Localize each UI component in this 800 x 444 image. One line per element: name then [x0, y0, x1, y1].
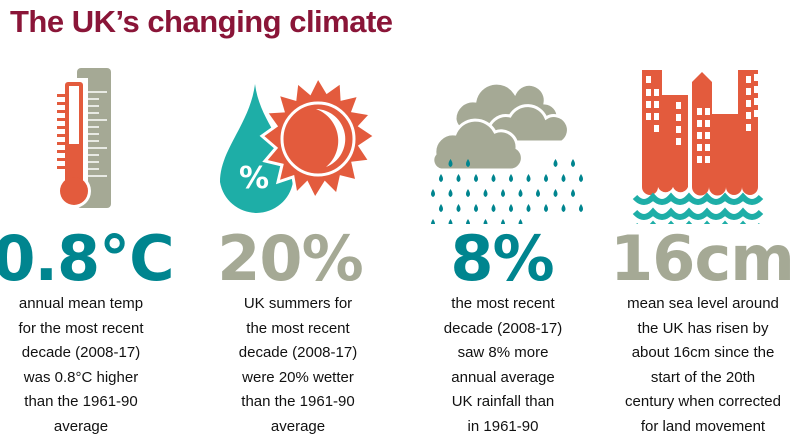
desc-line: was 0.8°C higher	[23, 368, 139, 386]
raindrop	[431, 219, 435, 224]
stat-description: the most recent decade (2008-17) saw 8% …	[403, 292, 603, 439]
raindrop	[466, 219, 470, 224]
raindrop	[456, 174, 461, 182]
page-title: The UK’s changing climate	[10, 4, 393, 39]
desc-line: than the 1961-90	[241, 393, 355, 410]
percent-glyph: %	[239, 161, 269, 196]
raindrop	[491, 204, 496, 212]
raindrop	[544, 174, 548, 182]
raindrop	[466, 159, 470, 167]
desc-line: start of the 20th	[650, 368, 756, 386]
desc-line: the UK has risen by	[637, 319, 769, 337]
raindrop	[544, 204, 548, 212]
desc-line: mean sea level around	[627, 295, 779, 312]
raindrop	[431, 189, 435, 197]
raindrop	[483, 189, 488, 197]
stat-value: 8%	[450, 222, 554, 295]
raindrop	[518, 219, 523, 224]
stat-description: mean sea level around the UK has risen b…	[603, 292, 800, 439]
stat-value: 16cm	[610, 222, 795, 295]
desc-line: for land movement	[640, 417, 766, 435]
desc-line: in 1961-90	[467, 417, 539, 435]
desc-line: about 16cm since the	[631, 344, 775, 361]
desc-line: for the most recent	[18, 319, 144, 337]
flooded-city-icon	[632, 70, 764, 224]
raindrop	[466, 189, 470, 197]
raindrop	[474, 174, 478, 182]
raindrop	[448, 189, 453, 197]
desc-line: saw 8% more	[457, 344, 549, 361]
raindrop	[536, 189, 540, 197]
raindrop	[571, 159, 575, 167]
desc-line: annual average	[451, 368, 555, 386]
desc-line: than the 1961-90	[24, 393, 138, 410]
desc-line: were 20% wetter	[242, 368, 354, 386]
desc-line: decade (2008-17)	[238, 344, 358, 361]
raindrop	[553, 159, 558, 167]
raindrop	[483, 219, 488, 224]
desc-line: UK summers for	[243, 295, 353, 312]
raindrop	[439, 204, 443, 212]
raindrop	[579, 174, 583, 182]
desc-line: UK rainfall than	[451, 393, 555, 410]
desc-line: decade (2008-17)	[443, 319, 563, 337]
raindrop	[571, 189, 575, 197]
raindrop	[526, 174, 531, 182]
stat-description: annual mean temp for the most recent dec…	[0, 292, 181, 439]
desc-line: century when corrected	[625, 393, 781, 410]
raindrop	[561, 204, 566, 212]
raindrop	[509, 174, 513, 182]
raindrop	[501, 189, 505, 197]
raindrop	[456, 204, 461, 212]
stat-value: 20%	[217, 222, 363, 295]
raindrop	[579, 204, 583, 212]
stat-value: 0.8°C	[0, 222, 175, 295]
rain-clouds-icon	[431, 81, 583, 224]
desc-line: annual mean temp	[18, 295, 144, 312]
waves	[632, 192, 764, 224]
raindrop	[509, 204, 513, 212]
raindrop	[448, 159, 453, 167]
raindrop	[491, 174, 496, 182]
thermometer-icon	[57, 68, 111, 208]
raindrop	[448, 219, 453, 224]
raindrop	[553, 189, 558, 197]
desc-line: the most recent	[246, 319, 350, 337]
raindrop	[474, 204, 478, 212]
desc-line: the most recent	[451, 295, 555, 312]
raindrop	[526, 204, 531, 212]
raindrop	[518, 189, 523, 197]
desc-line: average	[270, 417, 326, 435]
raindrop	[561, 174, 566, 182]
raindrop	[439, 174, 443, 182]
stat-description: UK summers for the most recent decade (2…	[198, 292, 398, 439]
sun-raindrop-percent-icon: %	[220, 73, 378, 213]
desc-line: average	[53, 417, 109, 435]
raindrop	[501, 219, 505, 224]
desc-line: decade (2008-17)	[21, 344, 141, 361]
